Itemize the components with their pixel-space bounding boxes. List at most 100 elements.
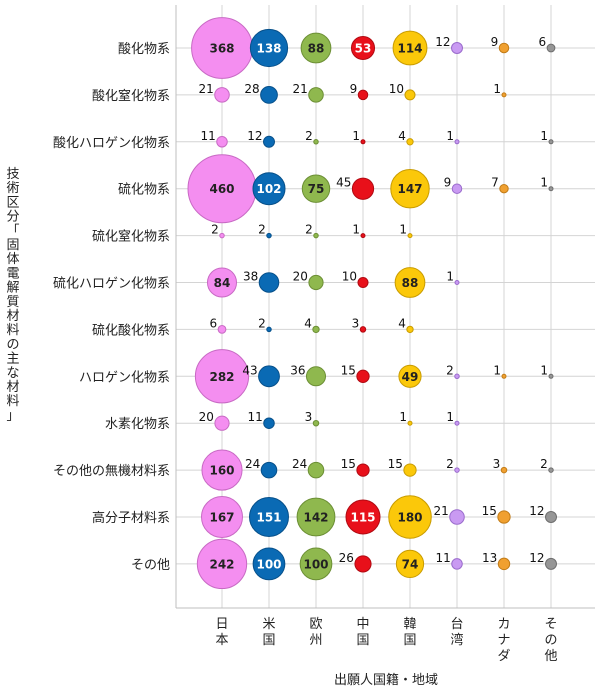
value-label: 100: [303, 557, 328, 571]
value-label: 74: [402, 557, 419, 571]
value-label: 2: [305, 129, 313, 143]
value-label: 3: [305, 410, 313, 424]
value-label: 2: [305, 223, 313, 237]
value-label: 1: [540, 129, 548, 143]
bubble: [407, 139, 413, 145]
bubble: [355, 556, 371, 572]
row-label: 酸化窒化物系: [92, 88, 170, 104]
bubble: [358, 90, 368, 100]
bubble: [549, 468, 553, 472]
value-label: 84: [214, 276, 231, 290]
bubble: [500, 185, 508, 193]
y-axis-title: 技術区分「固体電解質材料の主な材料」: [6, 167, 19, 423]
bubble: [404, 464, 416, 476]
value-label: 1: [399, 410, 407, 424]
column-label: 中国: [356, 617, 369, 648]
value-label: 115: [350, 511, 375, 525]
value-label: 160: [209, 464, 234, 478]
row-label: その他の無機材料系: [53, 464, 170, 479]
value-label: 49: [402, 370, 419, 384]
value-label: 1: [493, 82, 501, 96]
value-label: 43: [242, 363, 257, 377]
bubble: [217, 137, 228, 148]
value-label: 1: [352, 129, 360, 143]
bubble: [361, 140, 365, 144]
value-label: 9: [350, 82, 358, 96]
row-label: 酸化ハロゲン化物系: [53, 136, 170, 151]
value-label: 1: [540, 176, 548, 190]
value-label: 102: [256, 182, 281, 196]
value-label: 15: [388, 457, 403, 471]
bubble: [264, 136, 275, 147]
value-label: 88: [308, 42, 325, 56]
column-label: 日本: [215, 617, 228, 648]
value-label: 53: [355, 42, 372, 56]
bubble: [309, 275, 323, 289]
value-label: 15: [482, 504, 497, 518]
value-label: 1: [493, 363, 501, 377]
value-label: 12: [529, 551, 544, 565]
value-label: 4: [398, 129, 406, 143]
value-label: 15: [341, 363, 356, 377]
value-label: 12: [435, 35, 450, 49]
bubble: [455, 140, 459, 144]
bubble: [259, 273, 279, 293]
value-label: 20: [293, 270, 308, 284]
value-label: 142: [303, 511, 328, 525]
value-label: 242: [209, 557, 234, 571]
value-label: 21: [292, 82, 307, 96]
value-label: 7: [491, 176, 499, 190]
value-labels: 3681388853114129621282191011112214114601…: [198, 35, 548, 571]
bubble: [455, 374, 459, 378]
bubble: [502, 374, 506, 378]
value-label: 9: [444, 176, 452, 190]
row-label: 硫化窒化物系: [92, 229, 170, 245]
value-label: 2: [258, 316, 266, 330]
value-label: 2: [258, 223, 266, 237]
bubble: [455, 281, 459, 285]
value-label: 1: [540, 363, 548, 377]
value-label: 2: [211, 223, 219, 237]
bubble: [408, 234, 412, 238]
value-label: 3: [493, 457, 501, 471]
bubble: [499, 43, 509, 53]
value-label: 24: [292, 457, 307, 471]
value-label: 10: [342, 270, 357, 284]
bubble: [308, 462, 324, 478]
bubble: [452, 43, 463, 54]
bubble: [261, 462, 277, 478]
value-label: 36: [290, 363, 305, 377]
bubble: [450, 510, 465, 525]
bubble: [360, 327, 365, 332]
bubble: [357, 464, 369, 476]
bubble: [358, 277, 368, 287]
value-label: 100: [256, 557, 281, 571]
column-labels: 日本米国欧州中国韓国台湾カナダその他: [215, 617, 557, 664]
bubble: [501, 467, 506, 472]
value-label: 1: [446, 410, 454, 424]
value-label: 180: [397, 511, 422, 525]
bubble: [405, 90, 415, 100]
bubble: [267, 327, 271, 331]
bubble: [549, 140, 553, 144]
bubble: [352, 178, 373, 199]
bubble: [215, 88, 230, 103]
value-label: 11: [247, 410, 262, 424]
bubble-chart: 酸化物系酸化窒化物系酸化ハロゲン化物系硫化物系硫化窒化物系硫化ハロゲン化物系硫化…: [0, 0, 602, 693]
value-label: 167: [209, 511, 234, 525]
value-label: 1: [399, 223, 407, 237]
value-label: 21: [433, 504, 448, 518]
x-axis-title: 出願人国籍・地域: [334, 672, 438, 688]
value-label: 13: [482, 551, 497, 565]
bubble: [309, 88, 324, 103]
bubble: [408, 421, 412, 425]
row-labels: 酸化物系酸化窒化物系酸化ハロゲン化物系硫化物系硫化窒化物系硫化ハロゲン化物系硫化…: [53, 42, 170, 573]
bubble: [455, 421, 459, 425]
value-label: 282: [209, 370, 234, 384]
bubble: [259, 366, 280, 387]
value-label: 11: [435, 551, 450, 565]
value-label: 20: [199, 410, 214, 424]
bubble: [215, 416, 229, 430]
bubble: [306, 367, 325, 386]
bubble: [547, 44, 555, 52]
